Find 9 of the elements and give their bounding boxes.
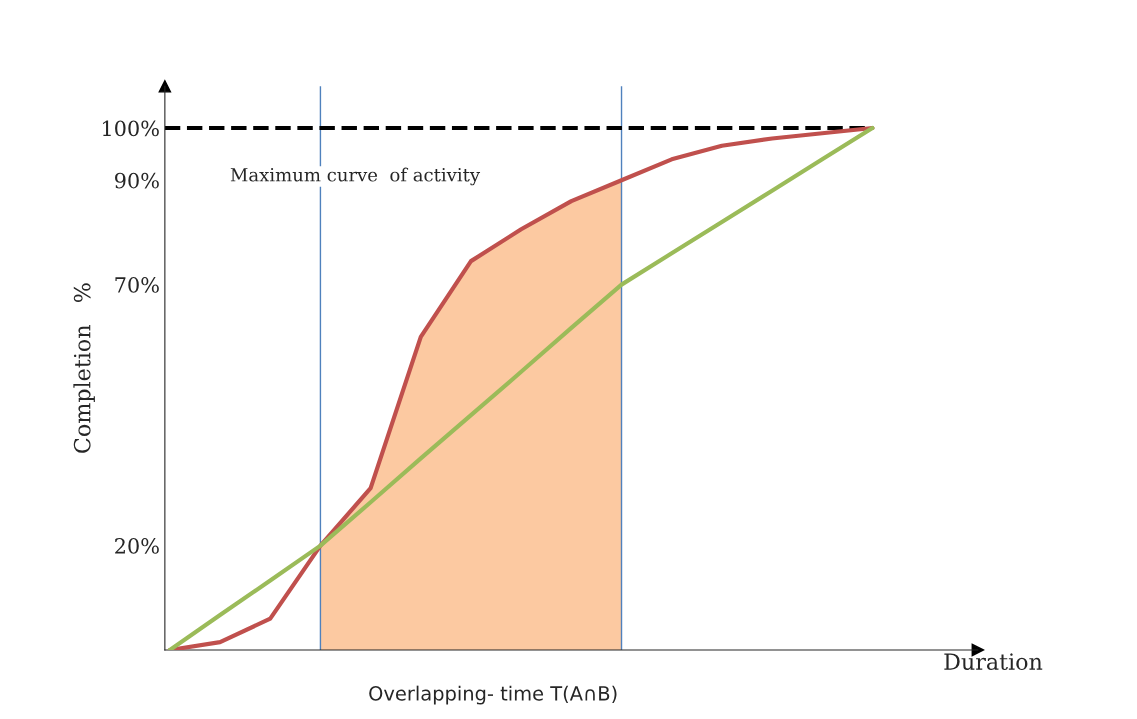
y-tick-label: 20%	[115, 538, 159, 554]
y-tick-label: 70%	[115, 277, 159, 293]
annotation: Maximum curve of activity	[230, 167, 481, 186]
x-axis-title: Duration	[944, 653, 1043, 670]
line-series	[167, 125, 875, 650]
text: Overlapping- time T(A∩B)	[369, 685, 617, 705]
y-tick-label: 100%	[102, 120, 159, 137]
y-axis-title: Completion %	[73, 283, 95, 453]
y-tick-label: 90%	[115, 172, 159, 189]
